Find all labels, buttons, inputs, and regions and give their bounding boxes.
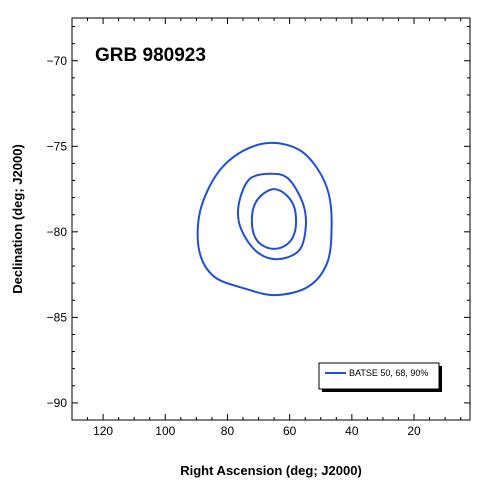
contour-50 (250, 188, 298, 250)
y-tick-label: −70 (47, 54, 68, 68)
y-tick-label: −80 (47, 225, 68, 239)
legend-box (318, 362, 440, 390)
x-tick-label: 20 (407, 424, 421, 438)
chart-title: GRB 980923 (95, 45, 206, 66)
contour-90 (196, 141, 333, 297)
legend: BATSE 50, 68, 90% (318, 362, 442, 392)
x-tick-label: 60 (283, 424, 297, 438)
x-tick-label: 80 (221, 424, 235, 438)
x-tick-label: 40 (345, 424, 359, 438)
axis-ticks: −70 −75 −80 −85 −90 120 100 80 60 40 20 (47, 18, 470, 438)
y-tick-label: −90 (47, 396, 68, 410)
contour-group (196, 141, 333, 297)
x-axis-title: Right Ascension (deg; J2000) (180, 463, 362, 478)
plot-frame (71, 17, 471, 421)
legend-label: BATSE 50, 68, 90% (349, 368, 428, 378)
x-tick-label: 120 (93, 424, 113, 438)
contour-68 (236, 172, 307, 261)
y-axis-title: Declination (deg; J2000) (10, 144, 25, 294)
y-tick-label: −85 (47, 310, 68, 324)
y-tick-label: −75 (47, 139, 68, 153)
x-tick-label: 100 (155, 424, 175, 438)
